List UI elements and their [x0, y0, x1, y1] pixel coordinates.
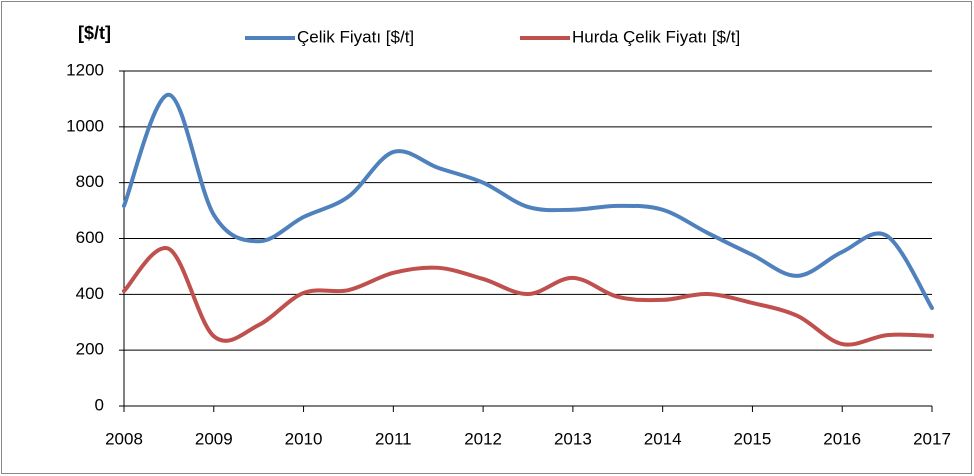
x-tick-label: 2013 [554, 429, 592, 448]
y-tick-label: 0 [95, 395, 104, 414]
x-tick-label: 2010 [285, 429, 323, 448]
legend-label: Hurda Çelik Fiyatı [$/t] [572, 27, 740, 46]
y-tick-label: 1000 [66, 116, 104, 135]
y-tick-label: 400 [76, 284, 104, 303]
y-axis-label: [$/t] [78, 23, 111, 43]
x-tick-label: 2015 [734, 429, 772, 448]
x-tick-label: 2016 [823, 429, 861, 448]
x-tick-label: 2017 [913, 429, 951, 448]
legend-label: Çelik Fiyatı [$/t] [297, 27, 414, 46]
series-line [122, 246, 934, 347]
x-tick-label: 2009 [195, 429, 233, 448]
x-tick-label: 2011 [375, 429, 412, 448]
series-line [122, 92, 934, 311]
y-tick-label: 200 [76, 340, 104, 359]
x-tick-label: 2008 [105, 429, 143, 448]
x-tick-label: 2012 [464, 429, 502, 448]
x-tick-label: 2014 [644, 429, 682, 448]
y-tick-label: 800 [76, 172, 104, 191]
y-tick-label: 600 [76, 228, 104, 247]
y-tick-label: 1200 [66, 60, 104, 79]
